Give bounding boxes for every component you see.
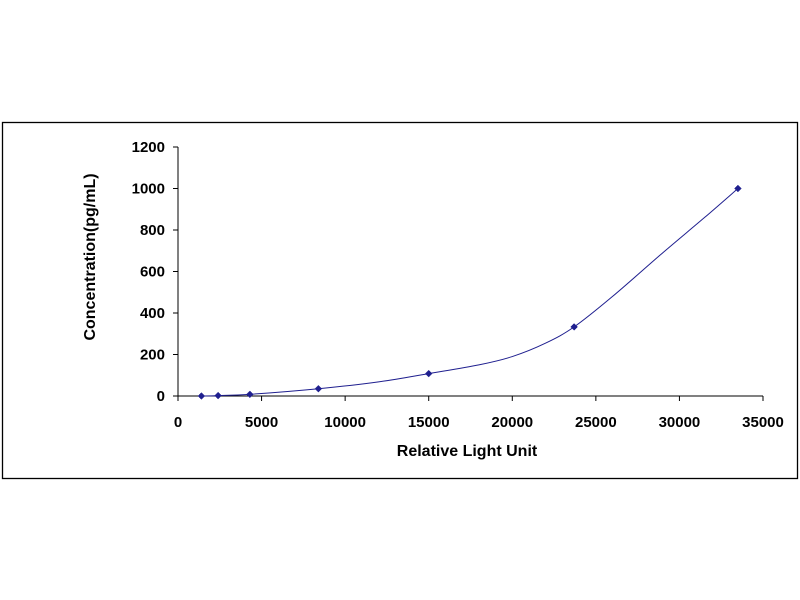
y-tick-label: 0 (157, 388, 165, 405)
data-point (197, 392, 206, 400)
x-tick-label: 25000 (575, 414, 617, 431)
x-tick-label: 30000 (659, 414, 701, 431)
x-tick-label: 20000 (491, 414, 533, 431)
x-tick-label: 0 (174, 414, 182, 431)
y-axis-title: Concentration(pg/mL) (82, 173, 99, 340)
data-point (570, 323, 578, 331)
x-tick-label: 10000 (324, 414, 366, 431)
y-tick-label: 1000 (132, 181, 165, 198)
data-point (246, 390, 254, 399)
x-axis-title: Relative Light Unit (397, 443, 538, 460)
x-tick-label: 35000 (742, 414, 784, 431)
fit-curve (201, 188, 739, 397)
y-tick-label: 800 (140, 222, 165, 239)
x-tick-label: 5000 (245, 414, 278, 431)
data-point (734, 184, 742, 193)
y-tick-label: 400 (140, 305, 165, 322)
y-tick-label: 600 (140, 264, 165, 281)
data-point (214, 391, 222, 400)
y-tick-label: 1200 (132, 139, 165, 156)
x-tick-label: 15000 (408, 414, 450, 431)
plot-area: 0 5000 10000 15000 20000 25000 30000 35000 0 200 4… (132, 139, 784, 431)
data-point (424, 369, 433, 378)
data-point (314, 384, 323, 393)
chart-frame (1, 121, 799, 480)
y-tick-label: 200 (140, 347, 165, 364)
